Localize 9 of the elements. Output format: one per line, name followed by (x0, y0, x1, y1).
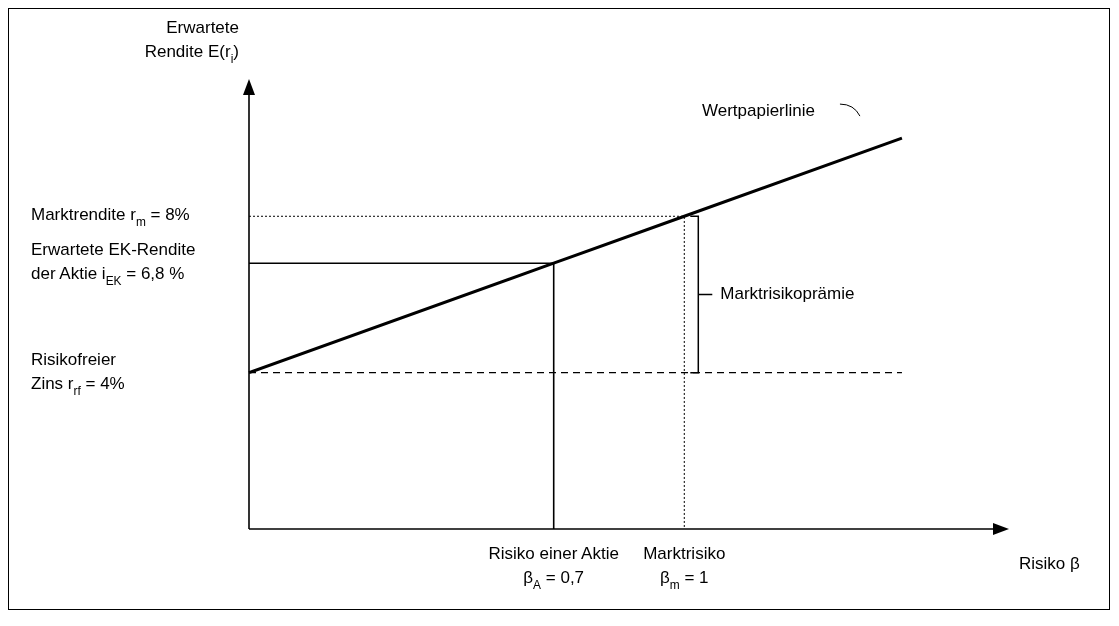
legend-label: Wertpapierlinie (701, 101, 816, 121)
x-tick-label: Risiko einer Aktie β$_{A}$ = 0,7 (488, 544, 619, 593)
y-tick-label: Risikofreier Zins r$_{rf}$ = 4% (31, 350, 125, 398)
y-tick-label: Erwartete EK-Rendite der Aktie i$_{EK}$ = 6,8 % (31, 240, 196, 289)
x-tick-label: Marktrisiko β$_{m}$ = 1 (643, 544, 726, 593)
y-axis-title: Erwartete Rendite E(r$_{i}$) (144, 18, 239, 67)
x-axis-title: Risiko β (1019, 554, 1081, 574)
annotation: Marktrisikoprämie (720, 283, 855, 303)
y-tick-label: Marktrendite r$_{m}$ = 8% (31, 205, 190, 230)
